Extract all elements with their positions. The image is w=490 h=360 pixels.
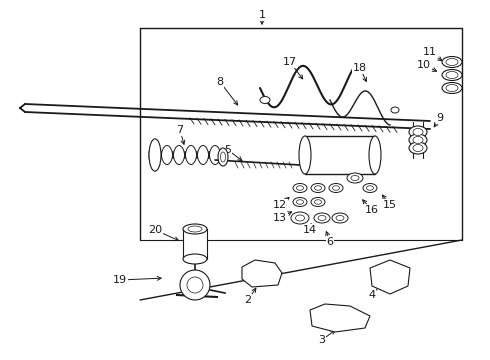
- Ellipse shape: [318, 216, 326, 220]
- Ellipse shape: [149, 139, 161, 171]
- Ellipse shape: [293, 198, 307, 207]
- Ellipse shape: [446, 85, 458, 91]
- Polygon shape: [370, 260, 410, 294]
- Ellipse shape: [183, 224, 207, 234]
- Circle shape: [180, 270, 210, 300]
- Ellipse shape: [218, 148, 228, 166]
- Text: 1: 1: [259, 10, 266, 20]
- Ellipse shape: [333, 186, 340, 190]
- Ellipse shape: [413, 144, 423, 152]
- Bar: [183, 229, 207, 259]
- Text: 4: 4: [368, 290, 375, 300]
- Text: 10: 10: [417, 60, 431, 70]
- Text: 9: 9: [437, 113, 443, 123]
- Ellipse shape: [311, 198, 325, 207]
- Ellipse shape: [315, 186, 321, 190]
- Text: 7: 7: [176, 125, 184, 135]
- Text: 20: 20: [148, 225, 162, 235]
- Ellipse shape: [260, 96, 270, 104]
- Ellipse shape: [314, 213, 330, 223]
- Ellipse shape: [347, 173, 363, 183]
- Ellipse shape: [367, 186, 373, 190]
- Text: 18: 18: [353, 63, 367, 73]
- Ellipse shape: [254, 266, 266, 274]
- Ellipse shape: [446, 58, 458, 66]
- Ellipse shape: [351, 176, 359, 180]
- Ellipse shape: [188, 226, 202, 232]
- Ellipse shape: [220, 152, 225, 162]
- Ellipse shape: [295, 215, 304, 221]
- Ellipse shape: [409, 126, 427, 138]
- Text: 16: 16: [365, 205, 379, 215]
- Ellipse shape: [336, 216, 344, 220]
- Ellipse shape: [409, 134, 427, 146]
- Text: 5: 5: [224, 145, 231, 155]
- Text: 19: 19: [113, 275, 127, 285]
- Ellipse shape: [446, 72, 458, 78]
- Ellipse shape: [311, 184, 325, 193]
- Text: 11: 11: [423, 47, 437, 57]
- Ellipse shape: [442, 57, 462, 68]
- Bar: [305, 136, 375, 174]
- Ellipse shape: [293, 184, 307, 193]
- Text: 17: 17: [283, 57, 297, 67]
- Ellipse shape: [369, 136, 381, 174]
- Text: 6: 6: [326, 237, 334, 247]
- Ellipse shape: [299, 136, 311, 174]
- Text: 12: 12: [273, 200, 287, 210]
- Text: 8: 8: [217, 77, 223, 87]
- Ellipse shape: [332, 213, 348, 223]
- Ellipse shape: [442, 82, 462, 94]
- Ellipse shape: [296, 186, 303, 190]
- Ellipse shape: [291, 212, 309, 224]
- Polygon shape: [310, 304, 370, 332]
- Text: 2: 2: [245, 295, 251, 305]
- Ellipse shape: [391, 107, 399, 113]
- Circle shape: [187, 277, 203, 293]
- Ellipse shape: [413, 129, 423, 135]
- Ellipse shape: [442, 69, 462, 81]
- Text: 14: 14: [303, 225, 317, 235]
- Ellipse shape: [315, 200, 321, 204]
- Polygon shape: [242, 260, 282, 287]
- Ellipse shape: [363, 184, 377, 193]
- Ellipse shape: [413, 136, 423, 144]
- Circle shape: [380, 268, 400, 288]
- Text: 13: 13: [273, 213, 287, 223]
- Ellipse shape: [329, 184, 343, 193]
- Ellipse shape: [409, 142, 427, 154]
- Ellipse shape: [296, 200, 303, 204]
- Text: 3: 3: [318, 335, 325, 345]
- Ellipse shape: [183, 254, 207, 264]
- Text: 15: 15: [383, 200, 397, 210]
